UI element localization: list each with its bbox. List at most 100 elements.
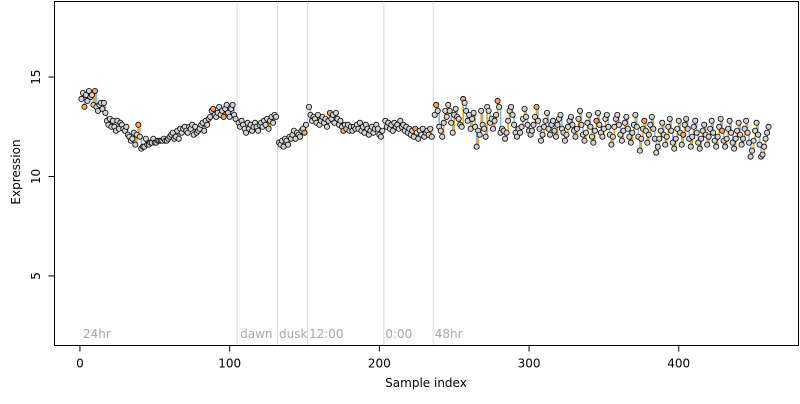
data-point [265, 125, 272, 132]
data-point [578, 121, 585, 128]
data-point [99, 105, 106, 112]
x-tick-label: 400 [667, 357, 690, 371]
data-point [452, 105, 459, 112]
data-point [270, 119, 277, 126]
data-point [680, 131, 687, 138]
data-point [102, 109, 109, 116]
data-point [633, 123, 640, 130]
data-point [431, 111, 438, 118]
data-point [508, 103, 515, 110]
phase-label: 12:00 [309, 327, 344, 341]
data-point [434, 107, 441, 114]
data-point [81, 103, 88, 110]
data-point [88, 91, 95, 98]
data-point [704, 141, 711, 148]
data-point [135, 121, 142, 128]
data-point [737, 131, 744, 138]
data-point [594, 109, 601, 116]
data-point [337, 117, 344, 124]
data-point [544, 109, 551, 116]
data-point [485, 107, 492, 114]
data-point [603, 111, 610, 118]
data-point [755, 131, 762, 138]
data-point [78, 95, 85, 102]
data-point [693, 129, 700, 136]
data-point [638, 135, 645, 142]
data-point [731, 145, 738, 152]
data-point [524, 121, 531, 128]
data-point [428, 133, 435, 140]
data-point [762, 135, 769, 142]
data-point [689, 133, 696, 140]
data-point [707, 125, 714, 132]
data-point [753, 119, 760, 126]
data-point [285, 141, 292, 148]
x-tick-label: 300 [518, 357, 541, 371]
data-point [653, 149, 660, 156]
data-point [708, 117, 715, 124]
phase-label: dusk [279, 327, 307, 341]
data-point [614, 111, 621, 118]
data-point [201, 127, 208, 134]
data-point [696, 145, 703, 152]
data-point [85, 87, 92, 94]
x-axis: 0 100 200 300 400 [76, 345, 690, 371]
data-point [722, 143, 729, 150]
data-point [535, 117, 542, 124]
phase-label: dawn [240, 327, 272, 341]
data-point [728, 129, 735, 136]
data-point [657, 127, 664, 134]
data-point [632, 111, 639, 118]
data-point [743, 117, 750, 124]
data-point [684, 125, 691, 132]
data-point [305, 103, 312, 110]
data-point [714, 133, 721, 140]
data-point [698, 135, 705, 142]
data-point [701, 121, 708, 128]
data-point [323, 123, 330, 130]
data-point [665, 123, 672, 130]
data-point [490, 125, 497, 132]
data-point [443, 113, 450, 120]
data-point [243, 129, 250, 136]
data-point [142, 135, 149, 142]
data-point [581, 137, 588, 144]
data-point [716, 123, 723, 130]
data-point [229, 101, 236, 108]
x-tick-label: 0 [76, 357, 84, 371]
data-point [587, 123, 594, 130]
data-point [232, 115, 239, 122]
data-point [511, 121, 518, 128]
data-point [666, 115, 673, 122]
data-point [446, 107, 453, 114]
data-point [749, 147, 756, 154]
data-point [472, 123, 479, 130]
data-point [514, 133, 521, 140]
data-point [448, 119, 455, 126]
phase-label: 48hr [435, 327, 463, 341]
data-point [132, 141, 139, 148]
data-point [433, 101, 440, 108]
data-point [609, 133, 616, 140]
data-point [650, 125, 657, 132]
data-point [356, 119, 363, 126]
data-point [478, 107, 485, 114]
data-point [91, 87, 98, 94]
data-point [223, 101, 230, 108]
data-point [297, 133, 304, 140]
data-point [644, 139, 651, 146]
data-point [764, 129, 771, 136]
data-point [617, 131, 624, 138]
data-point [732, 135, 739, 142]
data-point [503, 129, 510, 136]
data-point [517, 129, 524, 136]
data-point [255, 127, 262, 134]
data-point [710, 129, 717, 136]
data-point [588, 133, 595, 140]
data-point [624, 125, 631, 132]
data-point [726, 117, 733, 124]
data-point [705, 133, 712, 140]
data-point [605, 123, 612, 130]
data-point [533, 103, 540, 110]
